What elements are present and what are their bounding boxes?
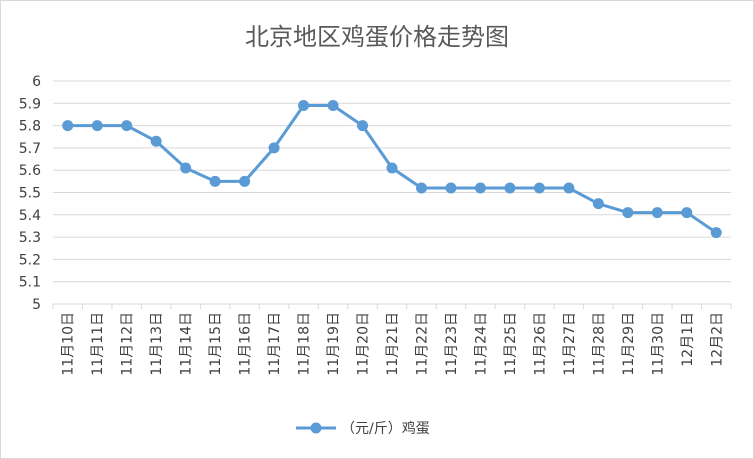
data-point <box>533 182 545 194</box>
x-tick-label: 11月18日 <box>297 312 313 376</box>
data-point <box>180 162 192 174</box>
data-point <box>91 120 103 132</box>
y-tick-label: 5.2 <box>19 252 41 268</box>
data-point <box>298 100 310 112</box>
x-tick-label: 11月24日 <box>473 312 489 376</box>
y-tick-label: 5.4 <box>19 208 41 224</box>
x-tick-label: 11月28日 <box>591 312 607 376</box>
x-axis <box>52 303 732 309</box>
x-tick-label: 11月10日 <box>61 312 77 376</box>
y-tick-label: 5 <box>32 297 41 313</box>
y-tick-label: 5.1 <box>19 275 41 291</box>
x-tick-label: 11月27日 <box>562 312 578 376</box>
data-point <box>62 120 74 132</box>
data-point <box>474 182 486 194</box>
x-tick-label: 11月17日 <box>267 312 283 376</box>
x-tick-label: 11月20日 <box>356 312 372 376</box>
data-point <box>681 207 693 219</box>
y-tick-label: 6 <box>32 74 41 90</box>
data-point <box>268 142 280 154</box>
x-tick-label: 11月30日 <box>650 312 666 376</box>
x-tick-label: 11月11日 <box>90 312 106 376</box>
y-tick-label: 5.5 <box>19 186 41 202</box>
series-eggs <box>62 100 722 239</box>
data-point <box>386 162 398 174</box>
data-point <box>357 120 369 132</box>
data-point <box>327 100 339 112</box>
data-point <box>150 135 162 147</box>
x-tick-label: 11月13日 <box>149 312 165 376</box>
x-tick-label: 12月2日 <box>709 312 725 367</box>
x-tick-label: 11月29日 <box>621 312 637 376</box>
y-tick-label: 5.6 <box>19 163 41 179</box>
x-tick-label: 11月15日 <box>208 312 224 376</box>
y-tick-label: 5.9 <box>19 96 41 112</box>
x-tick-label: 11月21日 <box>385 312 401 376</box>
legend: （元/斤）鸡蛋 <box>296 420 430 437</box>
x-axis-tick-labels: 11月10日 11月11日 11月12日 11月13日 11月14日 11月15日 11月1… <box>61 312 726 376</box>
data-point <box>622 207 634 219</box>
y-tick-label: 5.3 <box>19 230 41 246</box>
legend-marker-swatch <box>310 422 322 434</box>
x-tick-label: 11月25日 <box>503 312 519 376</box>
data-point <box>209 175 221 187</box>
x-tick-label: 11月23日 <box>444 312 460 376</box>
data-point <box>121 120 133 132</box>
data-point <box>415 182 427 194</box>
data-point <box>445 182 457 194</box>
data-point <box>651 207 663 219</box>
data-point <box>710 227 722 239</box>
gridlines <box>53 80 731 283</box>
x-tick-label: 11月22日 <box>414 312 430 376</box>
y-tick-label: 5.7 <box>19 141 41 157</box>
data-point <box>592 198 604 210</box>
data-point <box>563 182 575 194</box>
data-point <box>239 175 251 187</box>
chart-title: 北京地区鸡蛋价格走势图 <box>245 23 509 51</box>
x-tick-label: 11月14日 <box>179 312 195 376</box>
legend-label: （元/斤）鸡蛋 <box>341 420 430 437</box>
x-tick-label: 11月26日 <box>532 312 548 376</box>
y-tick-label: 5.8 <box>19 119 41 135</box>
data-point <box>504 182 516 194</box>
y-axis-tick-labels: 5 5.1 5.2 5.3 5.4 5.5 5.6 5.7 5.8 5.9 6 <box>19 74 41 313</box>
x-tick-label: 11月12日 <box>120 312 136 376</box>
x-tick-label: 11月19日 <box>326 312 342 376</box>
x-tick-label: 11月16日 <box>238 312 254 376</box>
x-tick-label: 12月1日 <box>680 312 696 367</box>
